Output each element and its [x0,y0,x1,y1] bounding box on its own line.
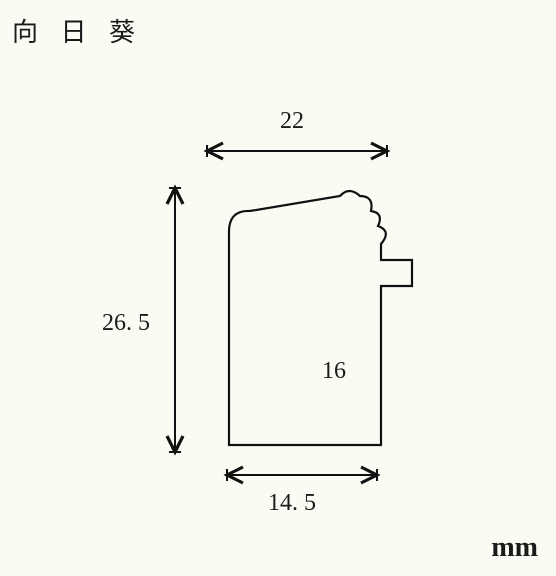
dim-label-right-inner: 16 [322,358,346,385]
diagram-canvas: 向 日 葵 22 26. 5 16 14. 5 mm [0,0,556,576]
dim-label-left-height: 26. 5 [102,310,150,337]
unit-label: mm [491,532,538,564]
dim-label-top-width: 22 [280,108,304,135]
profile-outline [229,191,412,445]
dim-label-bottom-width: 14. 5 [268,490,316,517]
